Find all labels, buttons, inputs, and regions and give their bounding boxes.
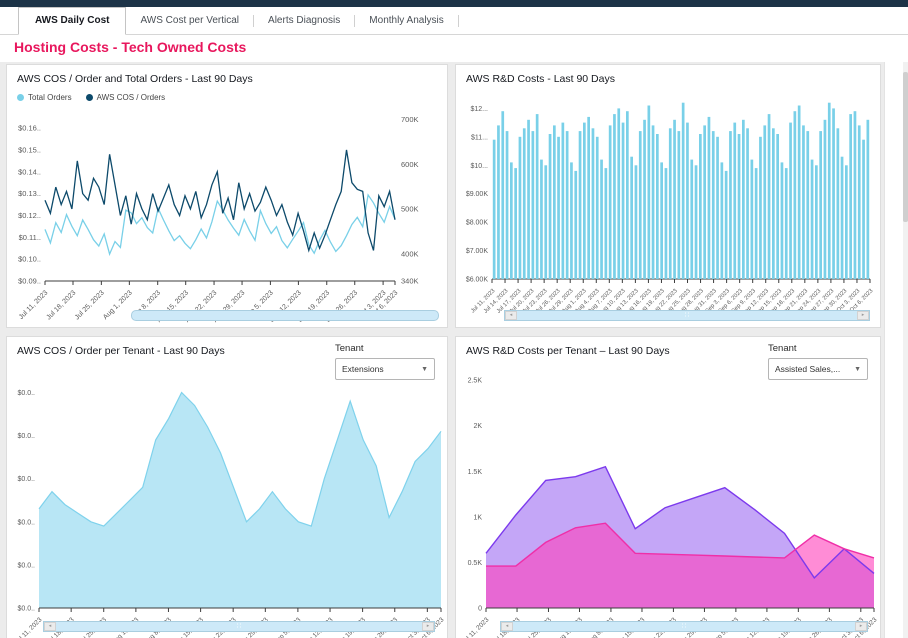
tab-aws-daily-cost[interactable]: AWS Daily Cost <box>18 7 127 35</box>
legend-dot-icon <box>85 94 93 101</box>
svg-text:$0.15..: $0.15.. <box>18 145 41 154</box>
svg-text:$0.0..: $0.0.. <box>17 476 35 483</box>
tenant-filter-label: Tenant <box>335 343 364 354</box>
slider-right-handle[interactable]: ▸ <box>422 622 434 631</box>
tenant-dropdown[interactable]: Assisted Sales,... ▼ <box>768 358 868 380</box>
svg-text:$7.00K: $7.00K <box>466 248 489 255</box>
svg-text:0.5K: 0.5K <box>468 560 483 567</box>
line-chart-plot[interactable]: $0.16.. $0.15.. $0.14.. $0.13.. $0.12.. $0.11… <box>7 109 447 330</box>
card-cos-order-total-orders: AWS COS / Order and Total Orders - Last … <box>6 64 448 328</box>
tab-divider <box>457 15 459 27</box>
chart-title: AWS COS / Order per Tenant - Last 90 Day… <box>17 345 225 357</box>
slider-left-handle[interactable]: ◂ <box>44 622 56 631</box>
bar-chart-plot[interactable]: $12... $11... $10... $9.00K $8.00K $7.00K $6.0… <box>456 89 880 326</box>
dashboard-content: AWS COS / Order and Total Orders - Last … <box>0 62 908 638</box>
svg-text:$10...: $10... <box>470 163 488 170</box>
svg-text:2K: 2K <box>473 423 482 430</box>
title-bar: Hosting Costs - Tech Owned Costs <box>0 35 908 62</box>
svg-text:$0.12..: $0.12.. <box>18 211 41 220</box>
svg-text:700K: 700K <box>401 115 419 124</box>
card-cos-order-per-tenant: AWS COS / Order per Tenant - Last 90 Day… <box>6 336 448 638</box>
svg-text:$0.10..: $0.10.. <box>18 255 41 264</box>
tab-divider <box>354 15 356 27</box>
page-scrollbar-thumb[interactable] <box>903 72 908 222</box>
slider-right-handle[interactable]: ▸ <box>857 311 869 320</box>
svg-text:500K: 500K <box>401 205 419 214</box>
svg-text:600K: 600K <box>401 160 419 169</box>
tenant-filter: Tenant Extensions ▼ <box>335 343 435 380</box>
svg-text:400K: 400K <box>401 250 419 259</box>
chart-legend: Total Orders AWS COS / Orders <box>17 93 165 102</box>
svg-text:1K: 1K <box>473 514 482 521</box>
chart-title: AWS R&D Costs - Last 90 Days <box>466 73 615 85</box>
svg-text:$6.00K: $6.00K <box>466 277 489 284</box>
svg-text:1.5K: 1.5K <box>468 469 483 476</box>
chart-title: AWS R&D Costs per Tenant – Last 90 Days <box>466 345 670 357</box>
chevron-down-icon: ▼ <box>421 365 428 373</box>
svg-text:340K: 340K <box>401 277 419 286</box>
svg-text:$0.09..: $0.09.. <box>18 277 41 286</box>
tenant-dropdown-value: Assisted Sales,... <box>775 364 841 374</box>
page-scrollbar-track[interactable] <box>903 62 908 638</box>
x-range-slider[interactable]: ◂ ∷ ▸ <box>43 621 435 632</box>
x-range-slider[interactable]: ◂ ∷ ▸ <box>504 310 870 321</box>
slider-grip[interactable]: ∷ <box>684 312 690 319</box>
svg-text:$12...: $12... <box>470 106 488 113</box>
svg-text:$0.13..: $0.13.. <box>18 189 41 198</box>
svg-text:$0.0..: $0.0.. <box>17 606 35 613</box>
svg-text:$0.0..: $0.0.. <box>17 519 35 526</box>
svg-text:$11...: $11... <box>471 134 488 141</box>
legend-item-cos-orders[interactable]: AWS COS / Orders <box>85 93 166 102</box>
x-range-slider[interactable] <box>131 310 439 321</box>
svg-text:$0.11..: $0.11.. <box>19 233 41 242</box>
page-title: Hosting Costs - Tech Owned Costs <box>14 39 247 55</box>
tab-alerts-diagnosis[interactable]: Alerts Diagnosis <box>268 15 341 26</box>
svg-text:0: 0 <box>478 606 482 613</box>
tab-divider <box>253 15 255 27</box>
svg-text:$0.0..: $0.0.. <box>17 390 35 397</box>
card-rd-costs: AWS R&D Costs - Last 90 Days $12... $11..… <box>455 64 881 328</box>
x-range-slider[interactable]: ◂ ∷ ▸ <box>500 621 868 632</box>
svg-text:$0.14..: $0.14.. <box>18 167 41 176</box>
slider-right-handle[interactable]: ▸ <box>855 622 867 631</box>
svg-text:$8.00K: $8.00K <box>466 220 489 227</box>
legend-item-total-orders[interactable]: Total Orders <box>17 93 72 102</box>
svg-text:Jul 11, 2023: Jul 11, 2023 <box>461 616 491 638</box>
slider-grip[interactable]: ∷ <box>681 623 687 630</box>
tenant-dropdown-value: Extensions <box>342 364 384 374</box>
svg-text:$0.16..: $0.16.. <box>18 124 41 133</box>
svg-text:$0.0..: $0.0.. <box>17 562 35 569</box>
legend-dot-icon <box>17 94 24 101</box>
tab-aws-cost-per-vertical[interactable]: AWS Cost per Vertical <box>140 15 240 26</box>
slider-left-handle[interactable]: ◂ <box>505 311 517 320</box>
legend-label: AWS COS / Orders <box>96 93 166 102</box>
svg-text:Jul 25, 2023: Jul 25, 2023 <box>74 289 106 321</box>
legend-label: Total Orders <box>28 93 72 102</box>
tenant-filter-label: Tenant <box>768 343 797 354</box>
svg-text:2.5K: 2.5K <box>468 378 483 385</box>
tab-monthly-analysis[interactable]: Monthly Analysis <box>369 15 444 26</box>
dashboard-tabbar: AWS Daily Cost AWS Cost per Vertical Ale… <box>0 7 908 35</box>
tenant-dropdown[interactable]: Extensions ▼ <box>335 358 435 380</box>
slider-left-handle[interactable]: ◂ <box>501 622 513 631</box>
svg-text:$9.00K: $9.00K <box>466 191 489 198</box>
svg-text:Jul 11, 2023: Jul 11, 2023 <box>14 616 44 638</box>
top-navigation-bar <box>0 0 908 7</box>
tenant-filter: Tenant Assisted Sales,... ▼ <box>768 343 868 380</box>
svg-text:Aug 1, 2023: Aug 1, 2023 <box>102 289 134 321</box>
chevron-down-icon: ▼ <box>854 365 861 373</box>
chart-title: AWS COS / Order and Total Orders - Last … <box>17 73 253 85</box>
area-chart-plot[interactable]: $0.0.. $0.0.. $0.0.. $0.0.. $0.0.. $0.0.. Jul … <box>7 363 447 638</box>
slider-grip[interactable]: ∷ <box>236 623 242 630</box>
card-rd-costs-per-tenant: AWS R&D Costs per Tenant – Last 90 Days … <box>455 336 881 638</box>
svg-text:$0.0..: $0.0.. <box>17 433 35 440</box>
